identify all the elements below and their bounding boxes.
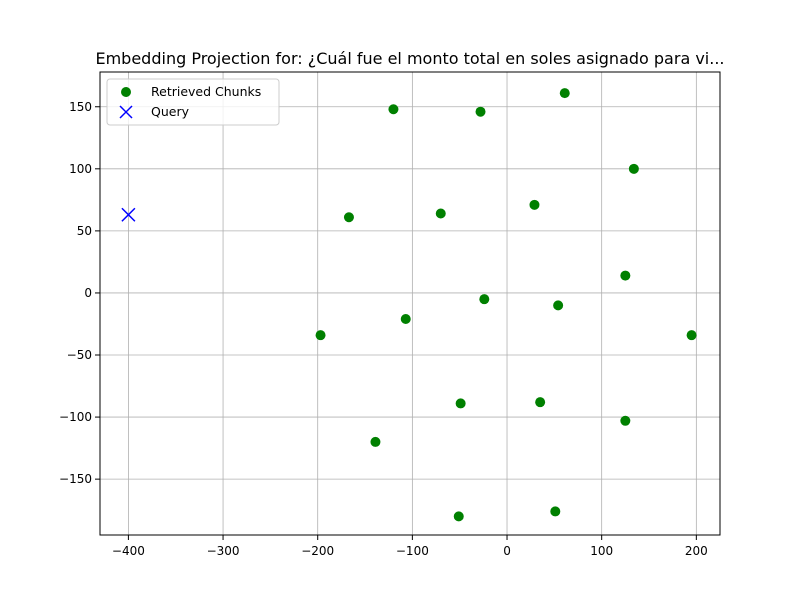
retrieved-chunk-point (315, 330, 326, 341)
retrieved-chunk-point (535, 397, 546, 408)
legend-label-query: Query (151, 104, 190, 119)
retrieved-chunk-point (455, 398, 466, 409)
retrieved-chunk-point (343, 212, 354, 223)
y-tick-label: 0 (84, 286, 92, 300)
retrieved-chunk-point (559, 88, 570, 99)
legend-marker-query (119, 105, 133, 119)
legend-label-retrieved-chunks: Retrieved Chunks (151, 84, 261, 99)
y-tick-label: 150 (69, 100, 92, 114)
retrieved-chunk-point (479, 294, 490, 305)
retrieved-chunk-point (529, 199, 540, 210)
axis-ticks: −400 −300 −200 −100 0 100 200 −150 −100 −50 0 50 100… (59, 100, 708, 558)
retrieved-chunk-point (620, 415, 631, 426)
x-tick-label: −200 (301, 544, 334, 558)
y-tick-label: −50 (67, 348, 92, 362)
x-tick-label: −100 (396, 544, 429, 558)
retrieved-chunk-point (435, 208, 446, 219)
retrieved-chunk-point (550, 506, 561, 517)
y-tick-label: 100 (69, 162, 92, 176)
legend-marker-retrieved-chunks (121, 87, 131, 97)
y-tick-label: −150 (59, 472, 92, 486)
retrieved-chunk-point (388, 104, 399, 115)
retrieved-chunk-point (686, 330, 697, 341)
legend-box (106, 78, 280, 126)
retrieved-chunk-point (400, 314, 411, 325)
x-tick-label: 0 (503, 544, 511, 558)
x-tick-label: 100 (590, 544, 613, 558)
x-tick-label: −300 (207, 544, 240, 558)
retrieved-chunk-point (453, 511, 464, 522)
y-tick-label: 50 (77, 224, 92, 238)
x-tick-label: 200 (685, 544, 708, 558)
y-tick-label: −100 (59, 410, 92, 424)
retrieved-chunk-point (553, 300, 564, 311)
query-point (121, 207, 136, 222)
plot-frame (99, 71, 721, 536)
retrieved-chunk-point (475, 106, 486, 117)
chart-title: Embedding Projection for: ¿Cuál fue el m… (95, 49, 724, 68)
legend: Retrieved Chunks Query (106, 78, 280, 126)
retrieved-chunk-point (628, 163, 639, 174)
x-tick-label: −400 (112, 544, 145, 558)
data-points (121, 88, 697, 522)
retrieved-chunk-point (370, 436, 381, 447)
retrieved-chunk-point (620, 270, 631, 281)
grid-lines (100, 72, 720, 535)
